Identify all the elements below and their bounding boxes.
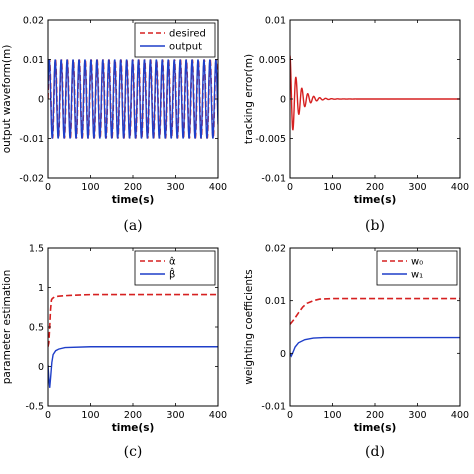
y-tick-label: 0.5 (29, 323, 44, 334)
subfigure-caption: (c) (124, 444, 143, 460)
y-tick-label: 0.02 (265, 244, 286, 255)
y-tick-label: 0 (280, 349, 286, 360)
legend-box (134, 250, 216, 286)
x-tick-label: 0 (45, 182, 51, 193)
series-line-α̂-0 (48, 293, 218, 347)
subfigure-caption: (b) (365, 218, 385, 234)
x-tick-label: 400 (451, 410, 469, 421)
x-tick-label: 200 (124, 410, 142, 421)
x-tick-label: 100 (323, 182, 341, 193)
legend-label: w₁ (411, 270, 423, 281)
legend-box (134, 22, 216, 58)
x-tick-label: 400 (451, 182, 469, 193)
y-axis-label: parameter estimation (1, 270, 13, 385)
y-axis-label: weighting coefficients (243, 269, 255, 384)
plot-area (290, 55, 460, 131)
plot-area (290, 297, 460, 358)
plot-area (48, 293, 218, 388)
x-tick-label: 100 (81, 182, 99, 193)
y-tick-label: -0.01 (261, 402, 286, 413)
x-tick-label: 400 (209, 410, 227, 421)
y-tick-label: 1 (38, 283, 44, 294)
x-tick-label: 300 (166, 182, 184, 193)
y-tick-label: -0.01 (19, 134, 44, 145)
x-tick-label: 100 (81, 410, 99, 421)
series-line-w₁-1 (290, 336, 460, 358)
y-tick-label: 1.5 (29, 244, 44, 255)
x-axis-label: time(s) (354, 422, 397, 434)
x-tick-label: 400 (209, 182, 227, 193)
x-tick-label: 200 (366, 182, 384, 193)
series-line-line-0 (290, 55, 460, 131)
y-tick-label: -0.5 (25, 402, 44, 413)
x-tick-label: 0 (287, 410, 293, 421)
y-tick-label: 0 (38, 95, 44, 106)
x-axis-label: time(s) (112, 422, 155, 434)
y-axis-label: tracking error(m) (243, 54, 255, 144)
y-axis-label: output waveform(m) (1, 45, 13, 154)
legend-label: w₀ (411, 257, 423, 268)
y-tick-label: 0.01 (265, 296, 286, 307)
y-tick-label: 0 (38, 362, 44, 373)
series-line-β̂-1 (48, 346, 218, 388)
legend: α̂β̂ (134, 250, 216, 286)
x-tick-label: 200 (366, 410, 384, 421)
y-tick-label: -0.01 (261, 174, 286, 185)
chart-c: 0 100 200 300 400-0.500.511.5time(s)paramete… (1, 244, 227, 461)
y-tick-label: -0.02 (19, 174, 44, 185)
x-tick-label: 300 (408, 182, 426, 193)
legend-label: output (169, 42, 202, 53)
x-tick-label: 0 (45, 410, 51, 421)
y-tick-label: 0.01 (265, 16, 286, 27)
x-axis-label: time(s) (354, 194, 397, 206)
y-tick-label: 0 (280, 95, 286, 106)
legend-label: desired (169, 29, 206, 40)
x-tick-label: 100 (323, 410, 341, 421)
legend-label: α̂ (169, 256, 176, 268)
series-line-w₀-0 (290, 297, 460, 325)
legend-box (376, 250, 458, 286)
subfigure-caption: (d) (365, 444, 385, 460)
chart-a: 0 100 200 300 400 -0.02 -0.01 0 0.01 0.02 time(s) o… (1, 16, 227, 235)
x-tick-label: 300 (408, 410, 426, 421)
legend: desired output (134, 22, 216, 58)
x-axis-label: time(s) (112, 194, 155, 206)
y-tick-label: 0.005 (259, 55, 286, 66)
x-tick-label: 200 (124, 182, 142, 193)
x-tick-label: 300 (166, 410, 184, 421)
y-tick-label: 0.02 (23, 16, 44, 27)
y-tick-label: -0.005 (255, 134, 286, 145)
chart-d: 0 100 200 300 400-0.0100.010.02time(s)weight… (243, 244, 469, 461)
legend-label: β̂ (169, 267, 175, 281)
x-tick-label: 0 (287, 182, 293, 193)
y-tick-label: 0.01 (23, 55, 44, 66)
subfigure-caption: (a) (123, 218, 142, 234)
plot-area (48, 59, 218, 139)
legend: w₀ w₁ (376, 250, 458, 286)
series-line-output-1 (48, 59, 218, 139)
chart-b: 0 100 200 300 400 -0.01 -0.005 0 0.005 0.01 time(s… (243, 16, 469, 235)
